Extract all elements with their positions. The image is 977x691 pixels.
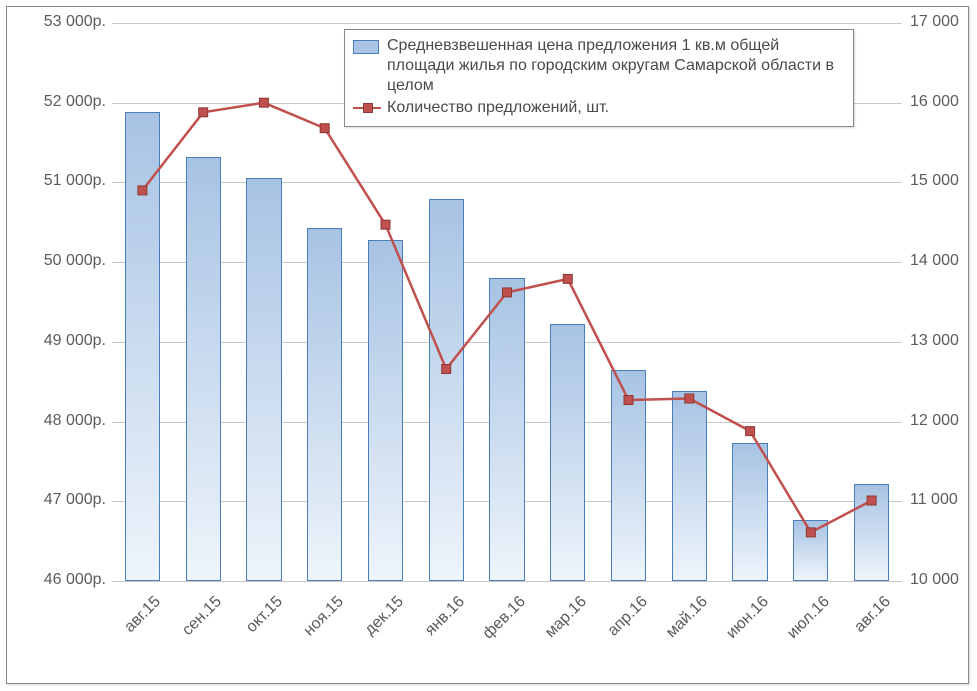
x-tick-label: ноя.15 bbox=[292, 593, 347, 648]
x-tick-label: апр.16 bbox=[596, 593, 651, 648]
legend-swatch-line bbox=[353, 100, 381, 116]
gridline bbox=[112, 581, 902, 582]
legend-item-line: Количество предложений, шт. bbox=[353, 98, 845, 118]
chart-frame: Средневзвешенная цена предложения 1 кв.м… bbox=[6, 6, 969, 684]
line-marker bbox=[624, 396, 633, 405]
y-left-tick-label: 53 000р. bbox=[44, 13, 106, 31]
legend-label-bars: Средневзвешенная цена предложения 1 кв.м… bbox=[387, 36, 845, 96]
y-right-tick-label: 15 000 bbox=[910, 172, 959, 190]
line-marker bbox=[563, 274, 572, 283]
x-tick-label: июл.16 bbox=[778, 593, 833, 648]
line-marker bbox=[806, 528, 815, 537]
x-tick-label: дек.15 bbox=[353, 593, 408, 648]
y-left-tick-label: 52 000р. bbox=[44, 93, 106, 111]
line-marker bbox=[503, 288, 512, 297]
y-left-tick-label: 50 000р. bbox=[44, 252, 106, 270]
x-tick-label: янв.16 bbox=[414, 593, 469, 648]
x-tick-label: мар.16 bbox=[535, 593, 590, 648]
x-tick-label: фев.16 bbox=[475, 593, 530, 648]
x-tick-label: сен.15 bbox=[171, 593, 226, 648]
y-left-tick-label: 47 000р. bbox=[44, 491, 106, 509]
y-left-tick-label: 48 000р. bbox=[44, 412, 106, 430]
line-marker bbox=[867, 496, 876, 505]
line-marker bbox=[259, 98, 268, 107]
y-right-tick-label: 16 000 bbox=[910, 93, 959, 111]
legend-line-marker bbox=[363, 103, 373, 113]
line-path bbox=[142, 103, 871, 533]
x-tick-label: июн.16 bbox=[718, 593, 773, 648]
legend-swatch-bar bbox=[353, 40, 379, 54]
legend: Средневзвешенная цена предложения 1 кв.м… bbox=[344, 29, 854, 127]
line-marker bbox=[685, 394, 694, 403]
y-right-tick-label: 13 000 bbox=[910, 332, 959, 350]
x-tick-label: авг.15 bbox=[110, 593, 165, 648]
line-marker bbox=[381, 220, 390, 229]
y-left-tick-label: 46 000р. bbox=[44, 571, 106, 589]
legend-label-line: Количество предложений, шт. bbox=[387, 98, 609, 118]
y-right-tick-label: 14 000 bbox=[910, 252, 959, 270]
y-right-tick-label: 12 000 bbox=[910, 412, 959, 430]
y-right-tick-label: 10 000 bbox=[910, 571, 959, 589]
legend-item-bars: Средневзвешенная цена предложения 1 кв.м… bbox=[353, 36, 845, 96]
line-marker bbox=[442, 365, 451, 374]
line-marker bbox=[320, 124, 329, 133]
line-marker bbox=[199, 108, 208, 117]
y-right-tick-label: 17 000 bbox=[910, 13, 959, 31]
y-left-tick-label: 49 000р. bbox=[44, 332, 106, 350]
y-left-tick-label: 51 000р. bbox=[44, 172, 106, 190]
y-right-tick-label: 11 000 bbox=[910, 491, 958, 509]
x-tick-label: окт.15 bbox=[231, 593, 286, 648]
x-tick-label: май.16 bbox=[657, 593, 712, 648]
x-tick-label: авг.16 bbox=[839, 593, 894, 648]
line-marker bbox=[138, 186, 147, 195]
line-marker bbox=[746, 427, 755, 436]
